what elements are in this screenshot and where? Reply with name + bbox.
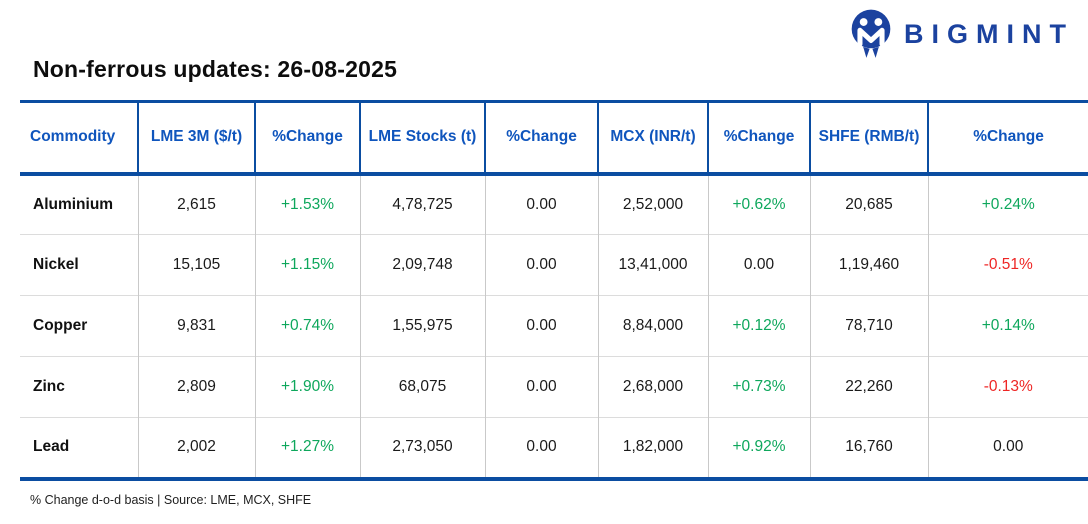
table-row-copper: Copper 9,831 +0.74% 1,55,975 0.00 8,84,0… (20, 295, 1088, 357)
stocks-change-cell: 0.00 (484, 417, 598, 479)
change-value: 0.00 (526, 378, 557, 395)
lme-change-cell: +1.53% (254, 173, 360, 235)
lme-stocks-cell: 1,55,975 (359, 295, 485, 357)
commodity-cell: Nickel (33, 256, 79, 273)
non-ferrous-table: Commodity LME 3M ($/t) %Change LME Stock… (20, 100, 1088, 481)
table-row-nickel: Nickel 15,105 +1.15% 2,09,748 0.00 13,41… (20, 234, 1088, 296)
col-header-mcx: MCX (INR/t) (597, 101, 708, 174)
change-value: +0.74% (280, 317, 334, 334)
stocks-change-cell: 0.00 (484, 173, 598, 235)
change-value: +0.24% (981, 195, 1035, 213)
lme-stocks-cell: 68,075 (359, 356, 485, 418)
lme-stocks-cell: 2,09,748 (359, 234, 485, 296)
mcx-cell: 2,52,000 (597, 173, 708, 235)
change-value: 0.00 (526, 195, 557, 213)
table-row-aluminium: Aluminium 2,615 +1.53% 4,78,725 0.00 2,5… (20, 173, 1088, 235)
mcx-change-cell: +0.73% (707, 356, 810, 418)
table-row-zinc: Zinc 2,809 +1.90% 68,075 0.00 2,68,000 +… (20, 356, 1088, 418)
commodity-cell: Lead (33, 438, 70, 456)
shfe-change-cell: +0.24% (927, 173, 1088, 235)
col-header-lme-change: %Change (254, 101, 360, 174)
header-row: Commodity LME 3M ($/t) %Change LME Stock… (20, 101, 1088, 174)
col-header-lme-3m: LME 3M ($/t) (137, 101, 255, 174)
change-value: +0.12% (732, 317, 786, 334)
col-header-lme-stocks: LME Stocks (t) (359, 101, 485, 174)
change-value: -0.51% (983, 256, 1033, 273)
shfe-change-cell: -0.13% (927, 356, 1088, 418)
table-row-lead: Lead 2,002 +1.27% 2,73,050 0.00 1,82,000… (20, 417, 1088, 479)
commodity-cell: Zinc (33, 378, 65, 395)
bigmint-owl-m-icon (848, 8, 894, 60)
change-value: +0.92% (732, 438, 786, 456)
lme-3m-cell: 2,615 (137, 173, 255, 235)
shfe-change-cell: -0.51% (927, 234, 1088, 296)
shfe-cell: 22,260 (809, 356, 928, 418)
mcx-change-cell: +0.92% (707, 417, 810, 479)
lme-stocks-cell: 4,78,725 (359, 173, 485, 235)
mcx-change-cell: +0.12% (707, 295, 810, 357)
col-header-stocks-change: %Change (484, 101, 598, 174)
lme-change-cell: +1.15% (254, 234, 360, 296)
change-value: 0.00 (993, 438, 1024, 456)
shfe-change-cell: 0.00 (927, 417, 1088, 479)
change-value: +0.62% (732, 195, 786, 213)
change-value: 0.00 (526, 438, 557, 456)
stocks-change-cell: 0.00 (484, 234, 598, 296)
lme-3m-cell: 9,831 (137, 295, 255, 357)
top-bar: BIGMINT (0, 0, 1088, 58)
change-value: 0.00 (526, 256, 557, 273)
change-value: +0.73% (732, 378, 786, 395)
shfe-cell: 78,710 (809, 295, 928, 357)
stocks-change-cell: 0.00 (484, 295, 598, 357)
lme-stocks-cell: 2,73,050 (359, 417, 485, 479)
col-header-commodity: Commodity (30, 128, 116, 146)
lme-change-cell: +1.27% (254, 417, 360, 479)
brand-name: BIGMINT (904, 18, 1074, 49)
mcx-cell: 13,41,000 (597, 234, 708, 296)
lme-change-cell: +1.90% (254, 356, 360, 418)
mcx-change-cell: 0.00 (707, 234, 810, 296)
lme-3m-cell: 2,809 (137, 356, 255, 418)
change-value: 0.00 (743, 256, 775, 273)
commodity-cell: Copper (33, 317, 88, 334)
mcx-cell: 8,84,000 (597, 295, 708, 357)
mcx-cell: 2,68,000 (597, 356, 708, 418)
shfe-cell: 16,760 (809, 417, 928, 479)
lme-change-cell: +0.74% (254, 295, 360, 357)
mcx-change-cell: +0.62% (707, 173, 810, 235)
change-value: +1.27% (280, 438, 334, 456)
shfe-change-cell: +0.14% (927, 295, 1088, 357)
col-header-mcx-change: %Change (707, 101, 810, 174)
change-value: 0.00 (526, 317, 557, 334)
shfe-cell: 1,19,460 (809, 234, 928, 296)
lme-3m-cell: 2,002 (137, 417, 255, 479)
col-header-shfe-change: %Change (927, 101, 1088, 174)
change-value: +0.14% (981, 317, 1035, 334)
col-header-shfe: SHFE (RMB/t) (809, 101, 928, 174)
change-value: +1.90% (280, 378, 334, 395)
stocks-change-cell: 0.00 (484, 356, 598, 418)
change-value: -0.13% (983, 378, 1033, 395)
commodity-cell: Aluminium (33, 195, 114, 213)
source-footnote: % Change d-o-d basis | Source: LME, MCX,… (30, 492, 312, 507)
change-value: +1.15% (280, 256, 334, 273)
shfe-cell: 20,685 (809, 173, 928, 235)
lme-3m-cell: 15,105 (137, 234, 255, 296)
change-value: +1.53% (280, 195, 334, 213)
mcx-cell: 1,82,000 (597, 417, 708, 479)
page-title: Non-ferrous updates: 26-08-2025 (33, 56, 398, 82)
bigmint-logo: BIGMINT (848, 8, 1074, 60)
